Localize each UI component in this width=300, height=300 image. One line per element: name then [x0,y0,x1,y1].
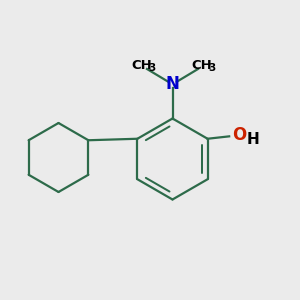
Text: CH: CH [191,58,212,72]
Text: N: N [166,75,179,93]
Text: H: H [247,133,259,148]
Text: O: O [232,126,246,144]
Text: 3: 3 [148,63,155,74]
Text: CH: CH [131,58,152,72]
Text: 3: 3 [208,63,215,74]
